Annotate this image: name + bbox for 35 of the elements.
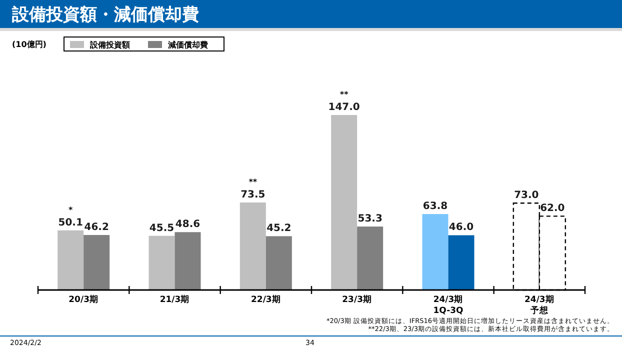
x-tick-label: 24/3期1Q-3Q — [433, 294, 464, 316]
data-label: 63.8 — [422, 201, 448, 212]
bar — [266, 236, 292, 290]
data-label: 45.5 — [149, 222, 174, 234]
bar — [240, 202, 266, 290]
bar — [357, 226, 384, 290]
bar — [448, 235, 474, 290]
x-tick-label: 23/3期 — [342, 294, 372, 305]
legend-label: 減価償却費 — [167, 40, 208, 50]
data-label: 73.0 — [514, 190, 539, 202]
bar — [422, 214, 448, 290]
bar — [148, 236, 175, 290]
x-tick-label: 21/3期 — [160, 294, 190, 305]
text: (10億円) — [12, 40, 46, 49]
annotation: ** — [340, 90, 350, 99]
data-label: 45.2 — [266, 223, 292, 234]
x-tick-label: 22/3期 — [250, 294, 281, 305]
annotation: ** — [248, 178, 258, 186]
data-label: 46.0 — [448, 222, 474, 234]
bar — [84, 235, 110, 290]
data-label: 62.0 — [540, 203, 565, 214]
bar — [331, 115, 358, 290]
data-label: 73.5 — [240, 190, 266, 200]
bar — [174, 232, 201, 290]
data-label: 46.2 — [84, 222, 109, 233]
x-tick-label: 24/3期予想 — [524, 294, 554, 316]
legend-label: 設備投資額 — [89, 40, 130, 50]
data-label: 48.6 — [175, 219, 200, 230]
data-label: 147.0 — [328, 102, 360, 113]
data-label: 53.3 — [358, 214, 382, 225]
x-tick-label: 20/3期 — [68, 294, 99, 305]
annotation: * — [68, 205, 74, 214]
bar — [58, 230, 84, 290]
data-label: 50.1 — [58, 217, 83, 228]
chart-title: 設備投資額・減価償却費 — [11, 5, 199, 25]
